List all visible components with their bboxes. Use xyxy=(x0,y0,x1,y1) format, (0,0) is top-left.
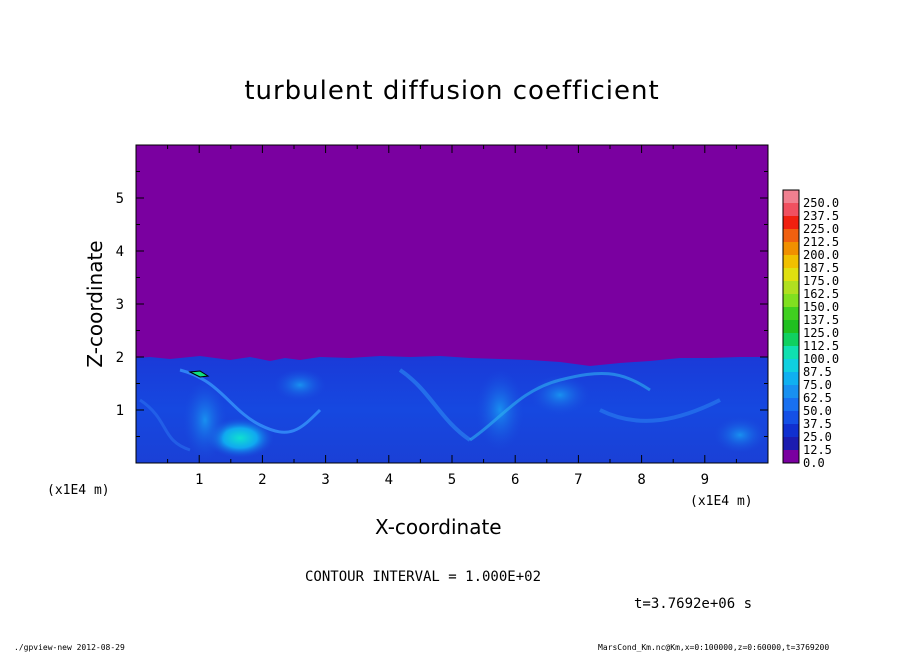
y-axis-label-wrap: Z-coordinate xyxy=(80,230,107,380)
colorbar-label: 75.0 xyxy=(803,378,832,392)
colorbar-label: 200.0 xyxy=(803,248,839,262)
contour-interval: CONTOUR INTERVAL = 1.000E+02 xyxy=(305,569,542,585)
x-axis-ticks: 1 2 3 4 5 6 7 8 9 xyxy=(167,145,737,488)
hotspot-b xyxy=(183,380,227,460)
x-tick-label: 8 xyxy=(637,472,645,488)
colorbar-swatch xyxy=(783,372,799,385)
colorbar-label: 150.0 xyxy=(803,300,839,314)
heatmap-field xyxy=(136,145,768,463)
x-tick-label: 9 xyxy=(701,472,709,488)
x-unit-left: (x1E4 m) xyxy=(47,483,110,498)
colorbar-label: 37.5 xyxy=(803,417,832,431)
colorbar-label: 250.0 xyxy=(803,196,839,210)
x-tick-label: 7 xyxy=(574,472,582,488)
colorbar-label: 112.5 xyxy=(803,339,839,353)
x-unit-right: (x1E4 m) xyxy=(690,494,753,509)
contour-line xyxy=(188,370,210,378)
colorbar-swatch xyxy=(783,242,799,255)
colorbar-swatch xyxy=(783,450,799,463)
colorbar: 0.012.525.037.550.062.575.087.5100.0112.… xyxy=(782,189,839,470)
colorbar-label: 50.0 xyxy=(803,404,832,418)
colorbar-swatch xyxy=(783,424,799,437)
y-tick-label: 4 xyxy=(116,244,124,260)
chart-title: turbulent diffusion coefficient xyxy=(244,76,660,106)
footer-right: MarsCond_Km.nc@Km,x=0:100000,z=0:60000,t… xyxy=(598,643,830,652)
colorbar-swatch xyxy=(783,203,799,216)
hotspot-e xyxy=(714,417,766,453)
colorbar-label: 212.5 xyxy=(803,235,839,249)
colorbar-swatch xyxy=(783,190,799,203)
colorbar-swatch xyxy=(783,437,799,450)
colorbar-label: 25.0 xyxy=(803,430,832,444)
y-axis-ticks: 1 2 3 4 5 xyxy=(116,171,768,437)
colorbar-swatch xyxy=(783,268,799,281)
colorbar-label: 225.0 xyxy=(803,222,839,236)
colorbar-swatch xyxy=(783,346,799,359)
y-tick-label: 1 xyxy=(116,403,124,419)
colorbar-swatch xyxy=(783,320,799,333)
colorbar-swatch xyxy=(783,333,799,346)
colorbar-label: 237.5 xyxy=(803,209,839,223)
hotspot-c xyxy=(476,370,524,450)
colorbar-label: 187.5 xyxy=(803,261,839,275)
x-tick-label: 1 xyxy=(195,472,203,488)
x-tick-label: 4 xyxy=(385,472,393,488)
colorbar-swatch xyxy=(783,216,799,229)
colorbar-swatch xyxy=(783,359,799,372)
colorbar-swatch xyxy=(783,411,799,424)
colorbar-swatch xyxy=(783,307,799,320)
colorbar-label: 175.0 xyxy=(803,274,839,288)
hotspot-f xyxy=(274,369,326,401)
colorbar-label: 125.0 xyxy=(803,326,839,340)
colorbar-swatch xyxy=(783,255,799,268)
colorbar-frame xyxy=(782,189,800,464)
colorbar-label: 0.0 xyxy=(803,456,825,470)
x-tick-label: 3 xyxy=(321,472,329,488)
colorbar-swatch xyxy=(783,385,799,398)
x-axis-label: X-coordinate xyxy=(375,515,502,539)
time-label: t=3.7692e+06 s xyxy=(634,596,753,612)
y-tick-label: 5 xyxy=(116,191,124,207)
colorbar-label: 62.5 xyxy=(803,391,832,405)
y-tick-label: 2 xyxy=(116,350,124,366)
y-tick-label: 3 xyxy=(116,297,124,313)
footer-left: ./gpview-new 2012-08-29 xyxy=(14,643,125,652)
colorbar-label: 100.0 xyxy=(803,352,839,366)
colorbar-swatch xyxy=(783,294,799,307)
colorbar-swatch xyxy=(783,281,799,294)
x-tick-label: 2 xyxy=(258,472,266,488)
turbulent-eddies xyxy=(139,368,766,460)
colorbar-label: 137.5 xyxy=(803,313,839,327)
y-axis-label: Z-coordinate xyxy=(83,240,107,368)
colorbar-swatch xyxy=(783,398,799,411)
colorbar-swatch xyxy=(783,229,799,242)
colorbar-label: 87.5 xyxy=(803,365,832,379)
x-tick-label: 6 xyxy=(511,472,519,488)
colorbar-label: 12.5 xyxy=(803,443,832,457)
x-tick-label: 5 xyxy=(448,472,456,488)
colorbar-label: 162.5 xyxy=(803,287,839,301)
